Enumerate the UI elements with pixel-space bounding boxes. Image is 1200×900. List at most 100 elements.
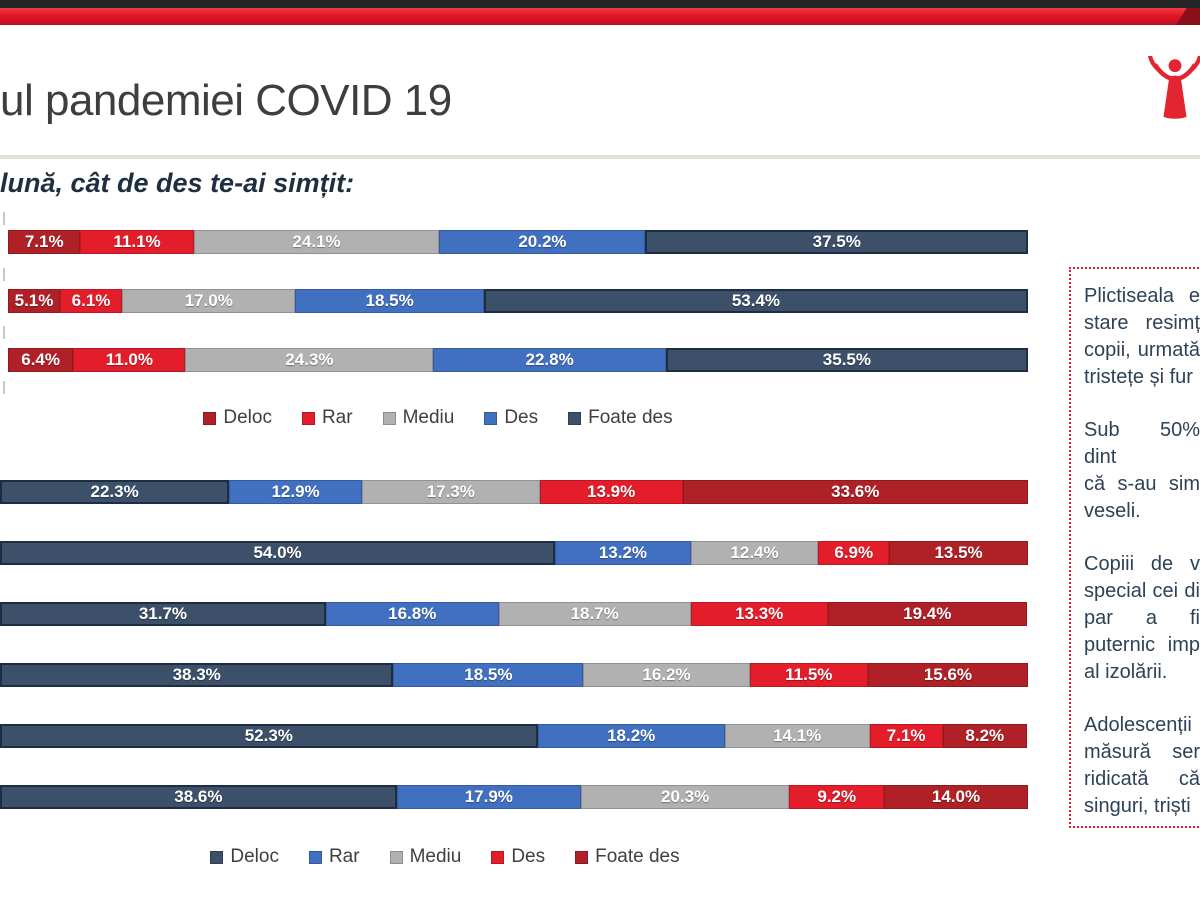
bar-segment-deloc: 38.3% bbox=[0, 663, 394, 687]
bar-segment-value: 13.2% bbox=[598, 543, 648, 562]
bar-segment-value: 24.1% bbox=[292, 232, 341, 251]
legend-swatch-icon bbox=[382, 411, 396, 425]
bar-segment-value: 53.4% bbox=[731, 291, 781, 310]
axis-tick bbox=[3, 381, 5, 394]
legend-item-foate-des: Foate des bbox=[568, 407, 673, 429]
bar-segment-foate-des: 14.0% bbox=[884, 785, 1028, 809]
note-paragraph: Copiii de v special cei di par a fi puterni… bbox=[1084, 551, 1200, 686]
bar-segment-value: 38.3% bbox=[172, 665, 221, 684]
bar-segment-value: 37.5% bbox=[812, 232, 861, 251]
save-the-children-logo-icon bbox=[1147, 56, 1200, 119]
note-line: Sub 50% dint bbox=[1084, 419, 1200, 468]
bar-segment-des: 13.9% bbox=[539, 480, 683, 504]
note-line: veseli. bbox=[1084, 500, 1141, 522]
stacked-bar: 22.3% 12.9% 17.3% 13.9% 33.6% bbox=[0, 480, 1028, 504]
bar-segment-deloc: 6.4% bbox=[8, 348, 74, 372]
chart-legend: Deloc Rar Mediu Des Foate des bbox=[8, 407, 868, 429]
bar-segment-value: 18.5% bbox=[365, 291, 414, 310]
legend-item-foate-des: Foate des bbox=[575, 846, 680, 868]
bar-segment-value: 12.9% bbox=[271, 482, 320, 501]
bar-segment-value: 7.1% bbox=[886, 726, 926, 745]
bar-segment-value: 13.9% bbox=[587, 482, 636, 501]
bar-segment-value: 16.2% bbox=[642, 665, 691, 684]
bar-segment-deloc: 54.0% bbox=[0, 541, 556, 565]
bar-segment-deloc: 31.7% bbox=[0, 602, 326, 626]
stacked-bar: 7.1% 11.1% 24.1% 20.2% 37.5% bbox=[8, 230, 1028, 254]
legend-item-deloc: Deloc bbox=[203, 407, 272, 429]
legend-label: Foate des bbox=[595, 846, 680, 867]
bar-segment-value: 22.3% bbox=[90, 482, 139, 501]
legend-swatch-icon bbox=[203, 411, 217, 425]
note-paragraph: Sub 50% dint că s-au sim veseli. bbox=[1084, 417, 1200, 525]
note-line: tristețe și fur bbox=[1084, 366, 1193, 388]
bar-segment-value: 35.5% bbox=[822, 350, 871, 369]
legend-item-mediu: Mediu bbox=[389, 846, 461, 868]
bar-segment-value: 38.6% bbox=[174, 787, 223, 806]
bar-segment-value: 6.9% bbox=[834, 543, 874, 562]
bar-segment-mediu: 24.3% bbox=[185, 348, 434, 372]
bar-segment-value: 17.3% bbox=[426, 482, 475, 501]
note-line: Copiii de v bbox=[1084, 553, 1200, 575]
legend-label: Rar bbox=[321, 407, 353, 428]
bar-segment-rar: 18.2% bbox=[537, 724, 725, 748]
bar-segment-mediu: 18.7% bbox=[498, 602, 691, 626]
bar-segment-deloc: 7.1% bbox=[8, 230, 81, 254]
stacked-bar: 52.3% 18.2% 14.1% 7.1% 8.2% bbox=[0, 724, 1028, 748]
legend-swatch-icon bbox=[568, 411, 582, 425]
sidebar-note: Plictiseala e stare resimț copii, urmată tr… bbox=[1069, 267, 1200, 828]
legend-item-des: Des bbox=[484, 407, 538, 429]
bar-segment-des: 7.1% bbox=[869, 724, 943, 748]
bar-segment-des: 20.2% bbox=[439, 230, 646, 254]
bar-segment-deloc: 5.1% bbox=[8, 289, 60, 313]
bar-segment-value: 5.1% bbox=[14, 291, 54, 310]
bar-segment-value: 54.0% bbox=[253, 543, 302, 562]
bar-segment-value: 16.8% bbox=[388, 604, 437, 623]
bar-segment-mediu: 17.0% bbox=[122, 289, 296, 313]
bar-segment-des: 22.8% bbox=[433, 348, 666, 372]
bar-segment-value: 14.0% bbox=[931, 787, 981, 806]
bar-segment-value: 14.1% bbox=[773, 726, 822, 745]
bar-segment-foate-des: 19.4% bbox=[827, 602, 1027, 626]
axis-tick bbox=[3, 326, 5, 339]
legend-label: Mediu bbox=[402, 407, 455, 428]
bar-segment-value: 33.6% bbox=[831, 482, 880, 501]
bar-segment-mediu: 14.1% bbox=[724, 724, 870, 748]
bar-segment-des: 6.9% bbox=[818, 541, 890, 565]
bar-segment-value: 11.5% bbox=[785, 665, 833, 684]
bar-segment-des: 9.2% bbox=[789, 785, 885, 809]
bar-segment-value: 6.1% bbox=[71, 291, 111, 310]
bar-segment-foate-des: 13.5% bbox=[889, 541, 1028, 565]
stacked-bar: 31.7% 16.8% 18.7% 13.3% 19.4% bbox=[0, 602, 1028, 626]
bar-segment-value: 18.7% bbox=[570, 604, 619, 623]
bar-segment-rar: 13.2% bbox=[555, 541, 691, 565]
stacked-bar: 5.1% 6.1% 17.0% 18.5% 53.4% bbox=[8, 289, 1028, 313]
bar-segment-foate-des: 33.6% bbox=[682, 480, 1028, 504]
bar-segment-value: 17.0% bbox=[184, 291, 233, 310]
bar-segment-value: 19.4% bbox=[903, 604, 952, 623]
legend-label: Des bbox=[511, 846, 546, 867]
bar-segment-des: 11.5% bbox=[749, 663, 868, 687]
note-line: că s-au sim bbox=[1084, 473, 1200, 495]
chart-legend: Deloc Rar Mediu Des Foate des bbox=[0, 846, 890, 868]
bar-segment-des: 18.5% bbox=[295, 289, 484, 313]
bar-segment-value: 24.3% bbox=[285, 350, 334, 369]
bar-segment-foate-des: 35.5% bbox=[665, 348, 1028, 372]
legend-item-des: Des bbox=[491, 846, 545, 868]
bar-segment-rar: 16.8% bbox=[325, 602, 499, 626]
bar-segment-rar: 11.0% bbox=[73, 348, 186, 372]
bar-segment-value: 6.4% bbox=[21, 350, 60, 369]
stacked-bar: 38.3% 18.5% 16.2% 11.5% 15.6% bbox=[0, 663, 1029, 687]
bar-segment-value: 18.2% bbox=[607, 726, 656, 745]
note-line: al izolării. bbox=[1084, 661, 1168, 683]
note-paragraph: Plictiseala e stare resimț copii, urmată tr… bbox=[1084, 283, 1200, 391]
legend-item-rar: Rar bbox=[301, 407, 353, 429]
bar-segment-value: 20.3% bbox=[661, 787, 710, 806]
legend-label: Deloc bbox=[223, 407, 272, 428]
page-title: ul pandemiei COVID 19 bbox=[0, 76, 452, 125]
legend-swatch-icon bbox=[575, 850, 589, 864]
bar-segment-des: 13.3% bbox=[690, 602, 828, 626]
bar-segment-mediu: 24.1% bbox=[193, 230, 440, 254]
bar-segment-deloc: 22.3% bbox=[0, 480, 230, 504]
bar-segment-rar: 18.5% bbox=[393, 663, 584, 687]
note-line: măsură ser bbox=[1084, 741, 1200, 763]
